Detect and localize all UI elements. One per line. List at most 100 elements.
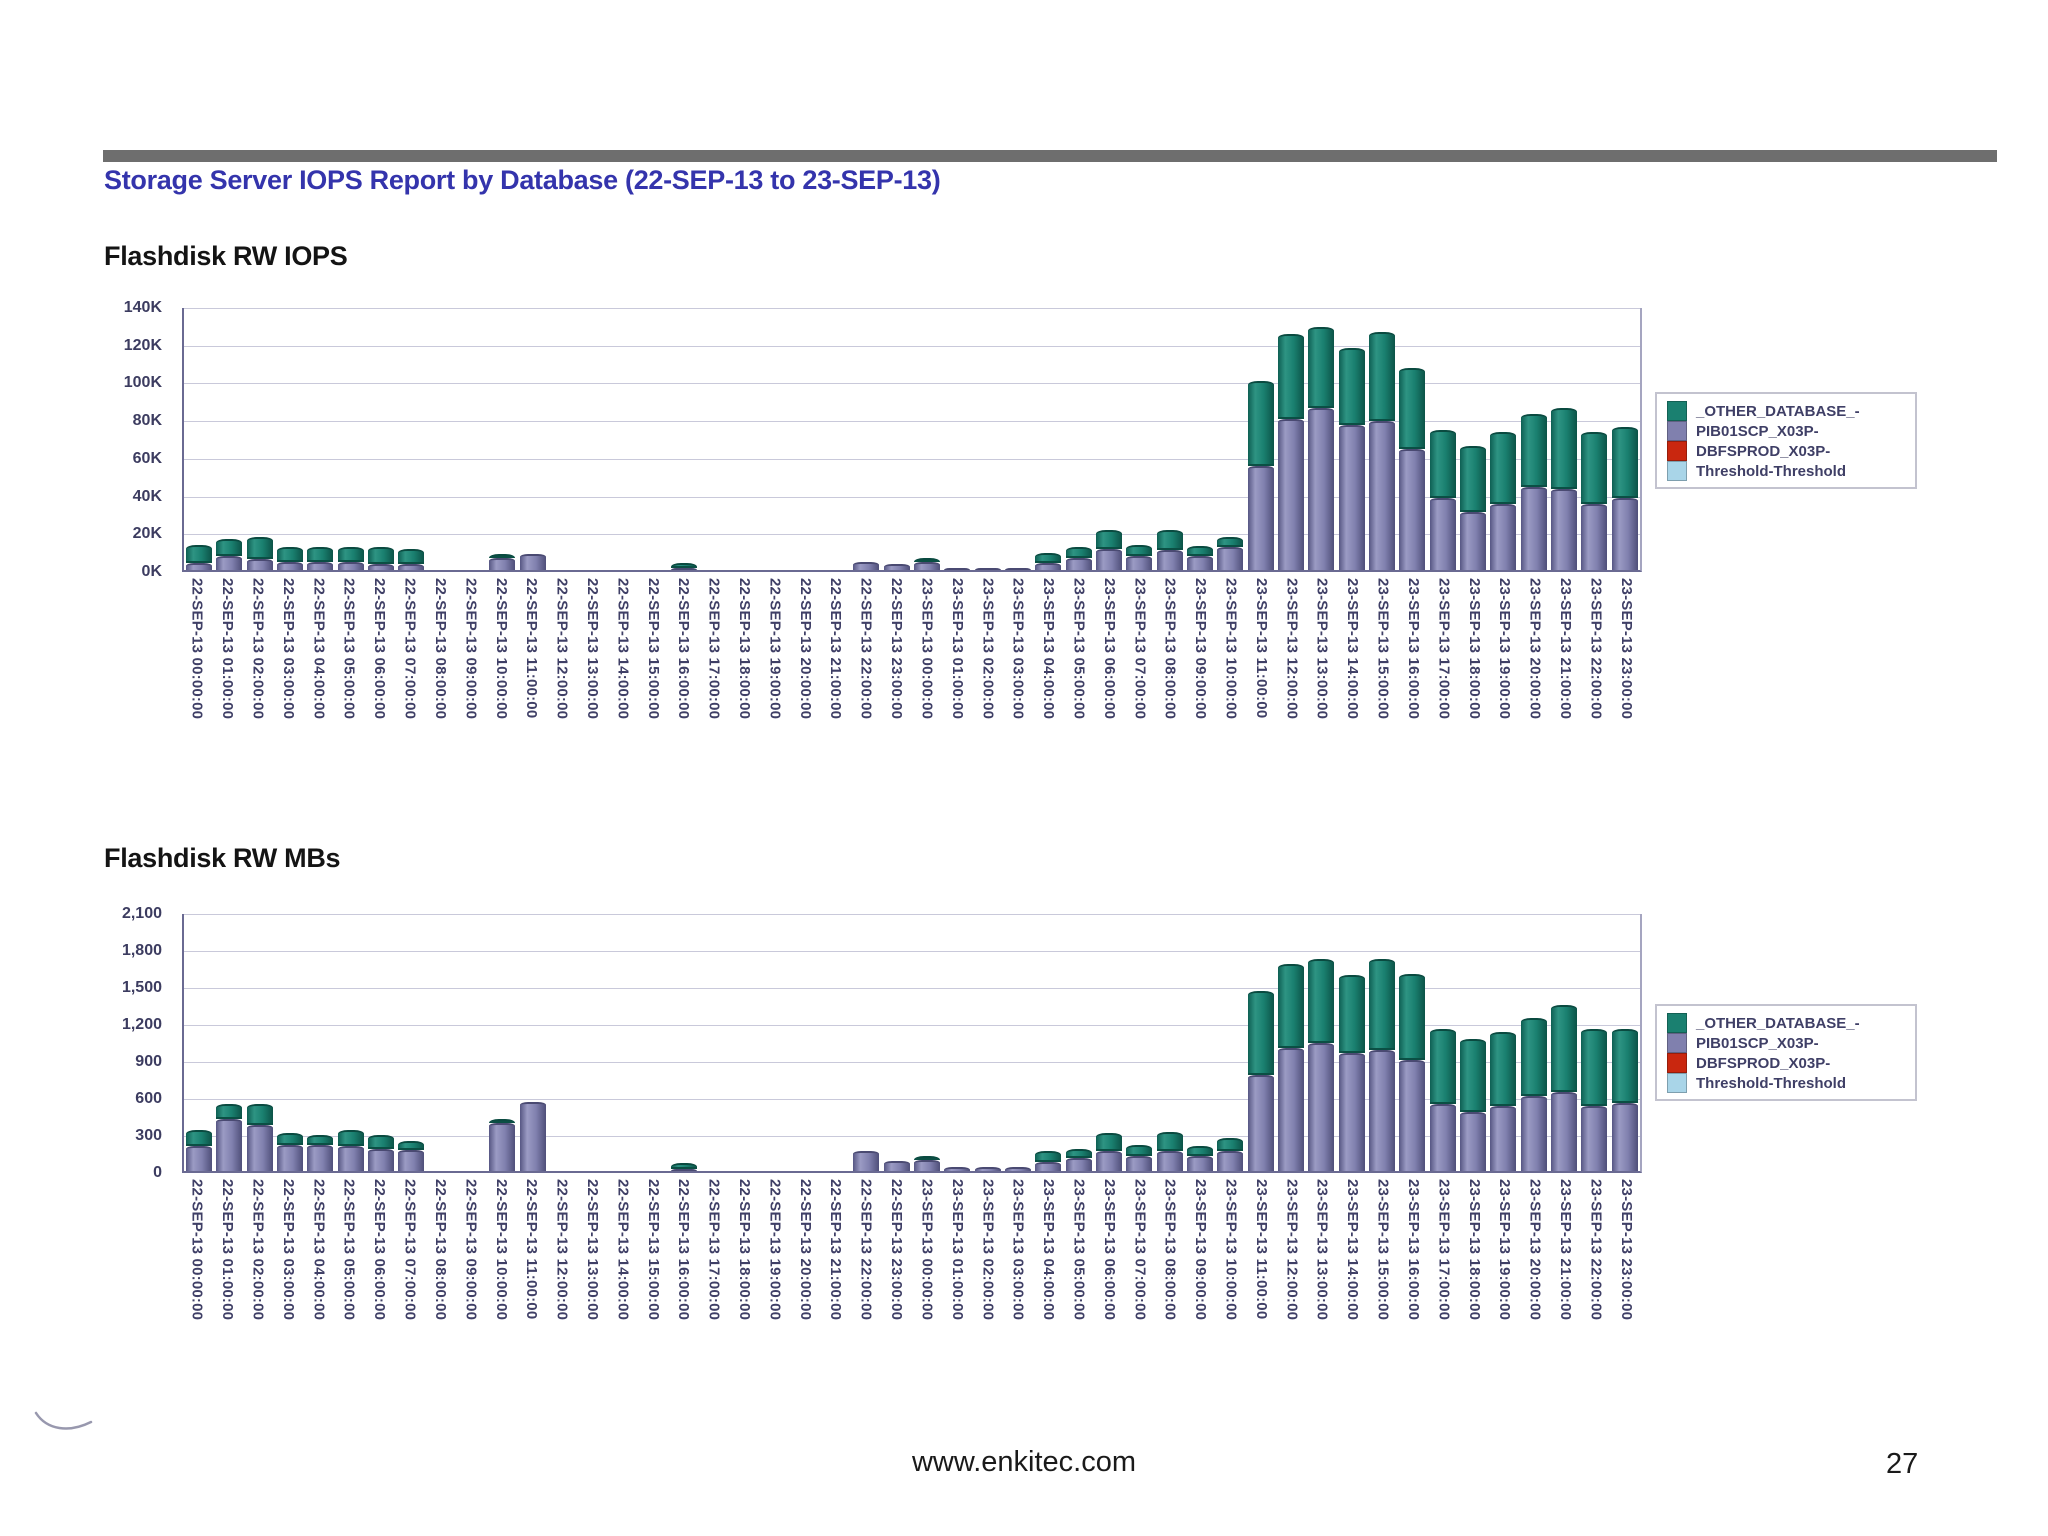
bar-segment-pib01scp: [277, 562, 304, 570]
bar-slot: [1488, 914, 1518, 1171]
x-tick-label: 22-SEP-13 12:00:00: [553, 1179, 571, 1321]
bar-slot: [578, 308, 608, 570]
bar-segment-pib01scp: [1581, 1105, 1608, 1171]
bar-slot: [700, 914, 730, 1171]
x-tick-label: 23-SEP-13 09:00:00: [1192, 578, 1210, 720]
bar-segment-pib01scp: [1308, 407, 1335, 570]
bar-slot: [1609, 914, 1639, 1171]
bar-segment-other-database: [1217, 1137, 1244, 1152]
bar-slot: [427, 308, 457, 570]
bar-segment-pib01scp: [186, 563, 213, 570]
plot-area: 2,100 1,800 1,500 1,200 900 600 300 0: [122, 905, 1642, 1181]
bar-slot: [336, 308, 366, 570]
x-tick-label: 23-SEP-13 08:00:00: [1161, 1179, 1179, 1321]
bar-segment-other-database: [1368, 332, 1395, 422]
y-tick-label: 60K: [132, 450, 162, 467]
bar-segment-pib01scp: [1611, 498, 1638, 570]
x-tick-label: 22-SEP-13 19:00:00: [766, 578, 784, 720]
bar-slot: [1488, 308, 1518, 570]
x-tick-label: 22-SEP-13 05:00:00: [340, 578, 358, 720]
bar-segment-pib01scp: [307, 1145, 334, 1171]
bar-segment-pib01scp: [489, 557, 516, 570]
chart-1-title: Flashdisk RW IOPS: [104, 241, 348, 271]
bar-slot: [1033, 914, 1063, 1171]
bar-segment-pib01scp: [1217, 547, 1244, 570]
bar-segment-other-database: [277, 547, 304, 563]
x-tick-label: 23-SEP-13 12:00:00: [1283, 1179, 1301, 1321]
bar-segment-other-database: [398, 549, 425, 565]
x-tick-label: 22-SEP-13 12:00:00: [553, 578, 571, 720]
x-tick-label: 23-SEP-13 17:00:00: [1435, 1179, 1453, 1321]
bar-segment-other-database: [1096, 1132, 1122, 1152]
y-tick-label: 80K: [132, 412, 162, 429]
x-tick-label: 22-SEP-13 22:00:00: [857, 1179, 875, 1321]
x-tick-label: 23-SEP-13 04:00:00: [1040, 1179, 1058, 1321]
bar-segment-pib01scp: [1277, 1047, 1304, 1171]
bar-segment-pib01scp: [1368, 1050, 1395, 1171]
bar-segment-pib01scp: [1156, 550, 1183, 570]
bar-segment-pib01scp: [1490, 1105, 1517, 1171]
bar-segment-pib01scp: [853, 561, 880, 570]
gridline: [184, 1099, 1640, 1100]
bar-segment-other-database: [1490, 432, 1517, 504]
bar-segment-pib01scp: [398, 1150, 425, 1171]
x-tick-label: 22-SEP-13 17:00:00: [705, 578, 723, 720]
bar-segment-pib01scp: [368, 564, 395, 570]
legend-entry: _OTHER_DATABASE_-: [1667, 401, 1905, 421]
bar-segment-other-database: [1338, 974, 1365, 1053]
y-tick-label: 1,800: [121, 942, 162, 959]
bar-segment-other-database: [1490, 1031, 1517, 1106]
bar-slot: [1245, 308, 1275, 570]
bar-slot: [1579, 914, 1609, 1171]
bar-segment-other-database: [337, 1130, 364, 1147]
x-tick-label: 22-SEP-13 14:00:00: [614, 1179, 632, 1321]
bar-segment-pib01scp: [1096, 1151, 1122, 1171]
legend-label: PIB01SCP_X03P-: [1696, 1034, 1819, 1052]
x-tick-label: 23-SEP-13 23:00:00: [1617, 1179, 1635, 1321]
bar-slot: [518, 914, 548, 1171]
bar-slot: [821, 308, 851, 570]
bar-segment-pib01scp: [1459, 1111, 1486, 1171]
bar-segment-other-database: [186, 1130, 213, 1147]
legend-label: DBFSPROD_X03P-: [1696, 1054, 1831, 1072]
bar-segment-other-database: [337, 547, 364, 563]
bar-segment-other-database: [1550, 407, 1577, 489]
legend-swatch-icon: [1667, 1013, 1687, 1033]
bar-segment-other-database: [1308, 958, 1335, 1043]
x-tick-label: 23-SEP-13 11:00:00: [1252, 1179, 1270, 1320]
bar-segment-other-database: [1459, 445, 1486, 512]
y-tick-label: 100K: [123, 374, 162, 391]
x-tick-label: 23-SEP-13 12:00:00: [1283, 578, 1301, 720]
bar-slot: [609, 914, 639, 1171]
x-tick-label: 23-SEP-13 21:00:00: [1556, 578, 1574, 720]
legend-box: _OTHER_DATABASE_- PIB01SCP_X03P- DBFSPROD_…: [1655, 1004, 1917, 1101]
bar-segment-other-database: [368, 1135, 395, 1150]
bar-segment-pib01scp: [368, 1149, 395, 1171]
legend-swatch-icon: [1667, 441, 1687, 461]
x-tick-label: 22-SEP-13 09:00:00: [462, 578, 480, 720]
bar-segment-pib01scp: [1399, 1060, 1426, 1171]
x-tick-label: 22-SEP-13 04:00:00: [310, 1179, 328, 1321]
swoosh-decoration-icon: [34, 1411, 93, 1430]
bar-slot: [518, 308, 548, 570]
bar-slot: [700, 308, 730, 570]
x-tick-label: 22-SEP-13 16:00:00: [675, 578, 693, 720]
bar-segment-other-database: [1126, 544, 1153, 556]
x-tick-label: 22-SEP-13 05:00:00: [340, 1179, 358, 1321]
bar-slot: [639, 308, 669, 570]
bar-segment-pib01scp: [853, 1151, 880, 1171]
bar-segment-other-database: [1156, 530, 1183, 551]
x-tick-label: 22-SEP-13 03:00:00: [279, 1179, 297, 1321]
bar-slot: [760, 308, 790, 570]
bar-slot: [1458, 914, 1488, 1171]
bar-segment-pib01scp: [944, 568, 971, 570]
bar-segment-pib01scp: [1520, 487, 1547, 570]
legend-entry: Threshold-Threshold: [1667, 461, 1905, 481]
bar-segment-pib01scp: [974, 1167, 1001, 1171]
bar-slot: [245, 308, 275, 570]
bar-segment-other-database: [216, 1103, 243, 1119]
bar-segment-pib01scp: [1035, 1161, 1062, 1171]
x-tick-label: 22-SEP-13 19:00:00: [766, 1179, 784, 1321]
x-tick-label: 23-SEP-13 05:00:00: [1070, 578, 1088, 720]
bar-segment-other-database: [1308, 326, 1335, 408]
